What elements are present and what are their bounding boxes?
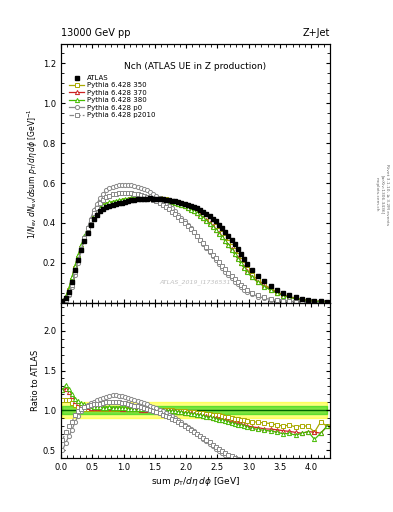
X-axis label: sum $p_\mathregular{T}/d\eta\,d\phi$ [GeV]: sum $p_\mathregular{T}/d\eta\,d\phi$ [Ge… xyxy=(151,475,240,488)
Text: [arXiv:1306.3436]: [arXiv:1306.3436] xyxy=(380,175,384,214)
Text: Z+Jet: Z+Jet xyxy=(303,28,330,38)
Y-axis label: $1/N_\mathregular{ev}$ $dN_\mathregular{ev}/d$sum $p_\mathregular{T}/d\eta\,d\ph: $1/N_\mathregular{ev}$ $dN_\mathregular{… xyxy=(26,108,40,239)
Text: Nch (ATLAS UE in Z production): Nch (ATLAS UE in Z production) xyxy=(125,61,266,71)
Text: ATLAS_2019_I1736531: ATLAS_2019_I1736531 xyxy=(160,279,231,285)
Text: 13000 GeV pp: 13000 GeV pp xyxy=(61,28,130,38)
Y-axis label: Ratio to ATLAS: Ratio to ATLAS xyxy=(31,350,40,411)
Text: Rivet 3.1.10, ≥ 3.2M events: Rivet 3.1.10, ≥ 3.2M events xyxy=(385,164,389,225)
Text: mcplots.cern.ch: mcplots.cern.ch xyxy=(375,177,379,212)
Legend: ATLAS, Pythia 6.428 350, Pythia 6.428 370, Pythia 6.428 380, Pythia 6.428 p0, Py: ATLAS, Pythia 6.428 350, Pythia 6.428 37… xyxy=(67,73,158,120)
